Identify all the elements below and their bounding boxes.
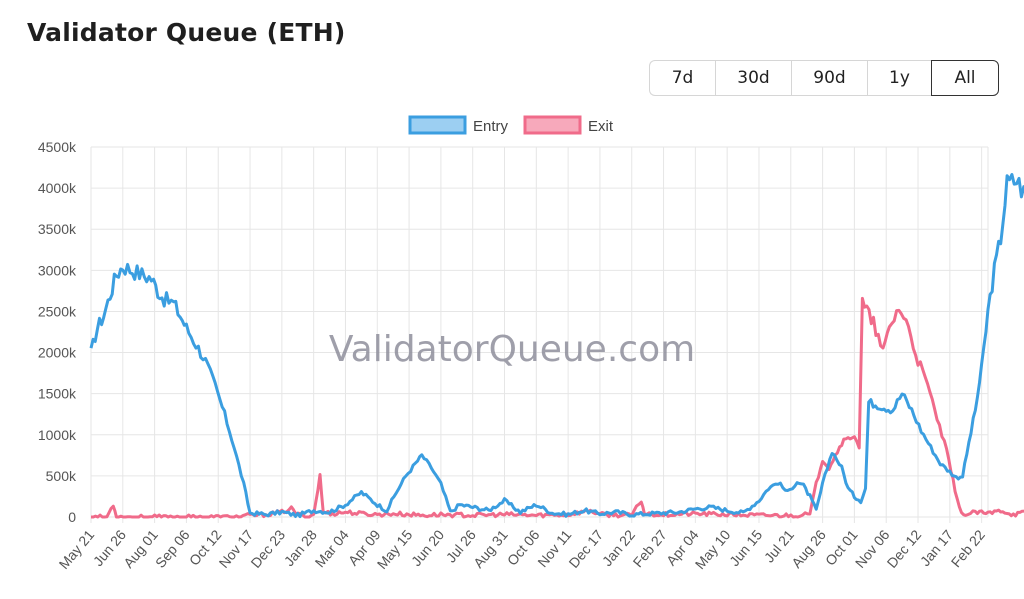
- range-button-1y[interactable]: 1y: [867, 60, 931, 96]
- page-title: Validator Queue (ETH): [27, 18, 346, 47]
- x-tick-label: May 21: [56, 526, 98, 572]
- chart-grid: [90, 146, 989, 523]
- time-range-selector: 7d 30d 90d 1y All: [649, 60, 999, 96]
- y-tick-label: 0: [68, 509, 76, 525]
- x-tick-label: Sep 06: [152, 526, 193, 570]
- y-tick-label: 3500k: [38, 221, 77, 237]
- x-tick-label: Aug 31: [470, 526, 511, 570]
- y-tick-label: 1000k: [38, 427, 77, 443]
- x-tick-label: Aug 26: [788, 526, 829, 570]
- x-tick-label: Dec 12: [884, 526, 925, 570]
- x-tick-label: Dec 17: [565, 526, 606, 570]
- x-tick-label: Mar 04: [311, 526, 351, 570]
- y-tick-label: 1500k: [38, 386, 77, 402]
- legend-label-entry: Entry: [473, 118, 509, 135]
- y-tick-label: 500k: [46, 468, 77, 484]
- x-tick-label: Jun 20: [408, 526, 447, 569]
- y-tick-label: 4500k: [38, 139, 77, 155]
- range-button-all[interactable]: All: [931, 60, 999, 96]
- x-tick-label: Jun 15: [726, 526, 765, 569]
- y-axis-ticks: 0 500k 1000k 1500k 2000k 2500k 3000k 3500k 4000k…: [38, 139, 77, 525]
- y-tick-label: 3000k: [38, 262, 77, 278]
- y-tick-label: 2000k: [38, 345, 77, 361]
- x-tick-label: Dec 23: [247, 526, 288, 570]
- x-tick-label: Feb 22: [948, 526, 988, 570]
- range-button-90d[interactable]: 90d: [791, 60, 867, 96]
- chart-series: [89, 173, 1024, 519]
- y-tick-label: 2500k: [38, 303, 77, 319]
- x-tick-label: May 10: [692, 526, 734, 572]
- series-line-entry: [89, 173, 1024, 519]
- range-button-30d[interactable]: 30d: [715, 60, 791, 96]
- legend-label-exit: Exit: [588, 118, 614, 135]
- y-tick-label: 4000k: [38, 180, 77, 196]
- range-button-7d[interactable]: 7d: [649, 60, 715, 96]
- legend-swatch-entry[interactable]: [408, 115, 467, 135]
- x-tick-label: Feb 27: [630, 526, 670, 570]
- legend-swatch-exit[interactable]: [523, 115, 582, 135]
- watermark-text: ValidatorQueue.com: [329, 329, 695, 370]
- legend: Entry Exit: [408, 115, 614, 135]
- x-tick-label: May 15: [374, 526, 416, 572]
